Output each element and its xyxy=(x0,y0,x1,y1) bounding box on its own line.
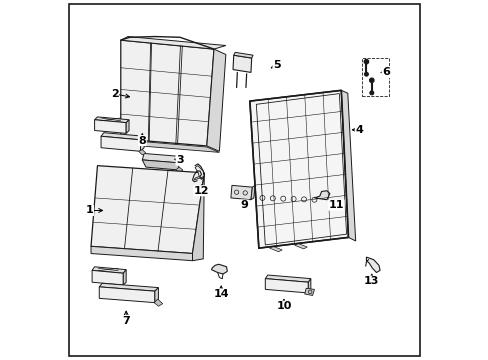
Polygon shape xyxy=(304,288,314,296)
Polygon shape xyxy=(94,120,126,134)
Text: 8: 8 xyxy=(138,136,146,145)
Text: 13: 13 xyxy=(364,276,379,286)
Polygon shape xyxy=(142,153,179,163)
Polygon shape xyxy=(99,287,155,303)
Polygon shape xyxy=(233,55,251,72)
Polygon shape xyxy=(192,173,204,261)
Text: 4: 4 xyxy=(355,125,363,135)
Circle shape xyxy=(369,78,373,82)
Polygon shape xyxy=(139,149,145,155)
Polygon shape xyxy=(265,275,310,282)
Polygon shape xyxy=(91,166,204,253)
Text: 1: 1 xyxy=(85,206,93,216)
Text: 9: 9 xyxy=(240,200,248,210)
Polygon shape xyxy=(308,279,310,293)
Polygon shape xyxy=(154,299,163,306)
Polygon shape xyxy=(249,90,348,248)
Polygon shape xyxy=(206,49,225,151)
Polygon shape xyxy=(94,117,129,123)
Polygon shape xyxy=(101,136,140,151)
Polygon shape xyxy=(341,90,355,241)
Circle shape xyxy=(364,59,368,64)
Polygon shape xyxy=(314,191,329,200)
Text: 12: 12 xyxy=(193,186,209,196)
Polygon shape xyxy=(194,166,204,180)
Text: 7: 7 xyxy=(122,316,130,325)
Polygon shape xyxy=(126,120,129,134)
Polygon shape xyxy=(230,185,252,200)
Text: 2: 2 xyxy=(111,89,118,99)
Polygon shape xyxy=(294,243,306,249)
Polygon shape xyxy=(123,270,126,285)
Text: 5: 5 xyxy=(272,60,280,70)
Polygon shape xyxy=(121,40,214,146)
Polygon shape xyxy=(233,52,253,58)
Polygon shape xyxy=(366,257,379,273)
Text: 6: 6 xyxy=(382,67,389,77)
Polygon shape xyxy=(269,246,282,252)
Polygon shape xyxy=(142,160,179,170)
Circle shape xyxy=(369,91,373,95)
Polygon shape xyxy=(92,270,123,285)
Polygon shape xyxy=(250,185,255,200)
Polygon shape xyxy=(121,37,225,49)
Polygon shape xyxy=(122,140,219,152)
Polygon shape xyxy=(101,133,144,140)
Polygon shape xyxy=(99,283,158,291)
Polygon shape xyxy=(155,288,158,303)
Text: 3: 3 xyxy=(176,155,183,165)
Polygon shape xyxy=(140,136,144,151)
Polygon shape xyxy=(211,264,227,274)
Polygon shape xyxy=(265,279,308,293)
Text: 14: 14 xyxy=(213,289,228,299)
Text: 10: 10 xyxy=(276,301,291,311)
Polygon shape xyxy=(91,246,192,261)
Circle shape xyxy=(364,72,367,76)
Text: 11: 11 xyxy=(328,200,344,210)
Polygon shape xyxy=(92,267,126,273)
Polygon shape xyxy=(175,167,183,173)
Bar xyxy=(362,58,388,96)
